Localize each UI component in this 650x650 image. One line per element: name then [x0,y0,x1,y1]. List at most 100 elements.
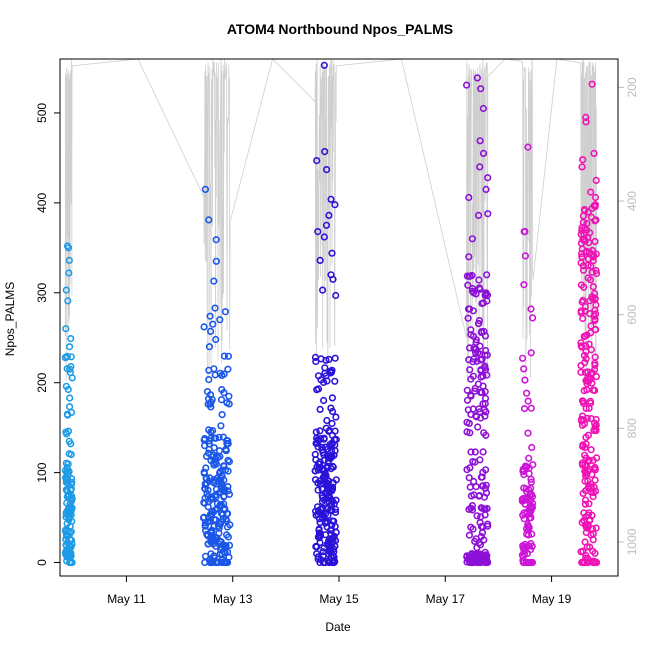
data-point [465,505,473,514]
data-point [220,370,228,378]
data-point [468,506,477,514]
data-point [578,298,586,306]
data-point [589,547,597,555]
data-point [211,304,219,312]
data-point [522,496,531,504]
data-point [212,335,220,344]
data-point [582,355,590,363]
data-point [484,174,492,182]
data-point [581,224,589,232]
data-point [63,353,71,361]
data-point [581,500,590,508]
data-point [476,519,484,527]
data-point [523,530,531,538]
data-point [218,386,226,394]
data-point [524,143,532,151]
data-point [584,208,593,216]
x-tick-label: May 15 [319,592,359,606]
data-point [528,314,537,322]
series-flight-4 [463,74,492,567]
data-point [471,458,479,466]
data-point [587,415,595,423]
data-point [65,269,73,277]
data-point [587,446,595,454]
data-point [216,316,224,324]
data-point [324,511,332,519]
data-point [589,283,597,291]
data-point [520,281,528,289]
data-point [520,405,529,413]
data-point [472,290,480,298]
data-point [591,476,599,484]
data-point [212,257,220,265]
data-point [68,540,76,548]
data-point [476,342,484,350]
data-point [220,462,228,471]
data-point [325,211,333,219]
data-point [328,485,336,494]
data-point [583,377,591,385]
data-point [524,521,532,529]
x-tick-label: May 13 [213,592,253,606]
data-point [588,80,596,88]
data-point [475,492,483,500]
data-point [203,388,212,396]
data-point [224,483,232,491]
data-point [221,541,229,550]
data-point [212,460,221,468]
data-point [225,392,233,400]
data-point [467,331,475,339]
data-point [521,376,529,384]
data-point [316,405,324,414]
data-point [478,504,486,512]
data-point [224,456,232,464]
data-point [479,448,487,456]
data-point [314,553,323,561]
data-point [465,419,473,428]
data-point [586,276,595,284]
data-point [207,327,215,336]
data-point [581,443,589,452]
axes-layer: 0 100 200 300 400 500 May 11 May 13 May 15 May 17… [35,77,639,606]
data-point [578,518,586,527]
data-point [479,482,487,490]
data-point [212,516,220,524]
data-point [320,61,328,69]
x-axis-label: Date [325,620,351,634]
data-point [527,514,535,522]
data-point [587,531,595,539]
data-point [580,558,588,566]
data-point [325,427,333,435]
data-point [577,230,585,238]
data-point [320,434,328,442]
data-point [206,558,214,567]
series-flight-1 [61,242,76,567]
data-point [215,489,223,497]
data-point [578,343,586,351]
data-point [478,299,486,308]
data-point [471,387,479,395]
data-point [316,427,324,435]
data-point [62,325,70,333]
data-point [584,255,593,263]
data-point [210,476,218,484]
data-point [320,451,328,459]
data-point [580,451,589,459]
data-point [587,329,595,337]
data-point [578,459,586,467]
data-point [314,385,323,393]
data-point [327,368,336,376]
data-point [584,521,592,530]
data-point [577,339,585,347]
data-point [225,490,233,498]
data-point [464,281,472,289]
data-point [479,149,488,157]
data-point [585,500,593,508]
data-point [332,413,340,421]
data-point [472,349,480,357]
data-point [319,286,327,294]
data-point [328,500,336,508]
data-point [208,493,216,501]
data-point [205,366,213,374]
